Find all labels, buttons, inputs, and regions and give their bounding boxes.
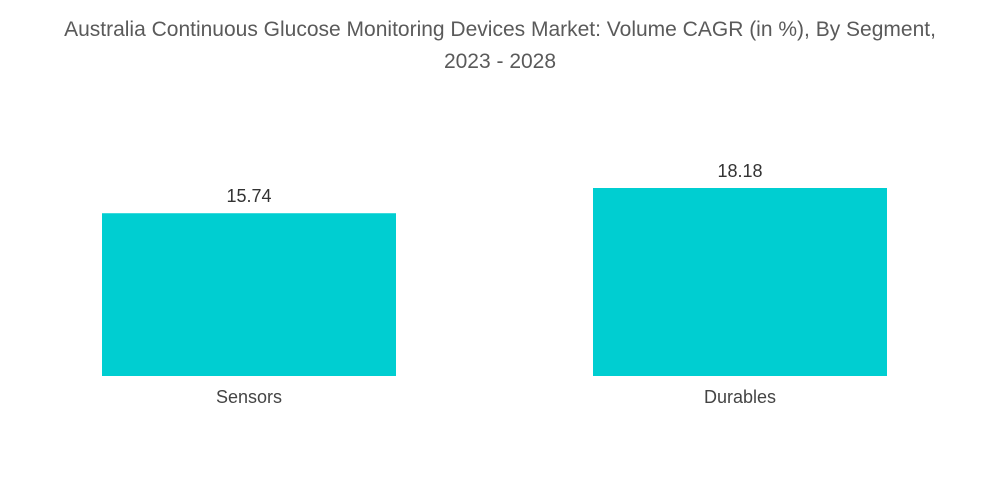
data-label-durables: 18.18 [717,161,762,181]
x-tick-label-sensors: Sensors [216,387,282,407]
bar-sensors [102,213,396,376]
bar-durables [593,188,887,376]
chart-title: Australia Continuous Glucose Monitoring … [64,18,936,73]
x-tick-label-durables: Durables [704,387,776,407]
data-label-sensors: 15.74 [226,186,271,206]
